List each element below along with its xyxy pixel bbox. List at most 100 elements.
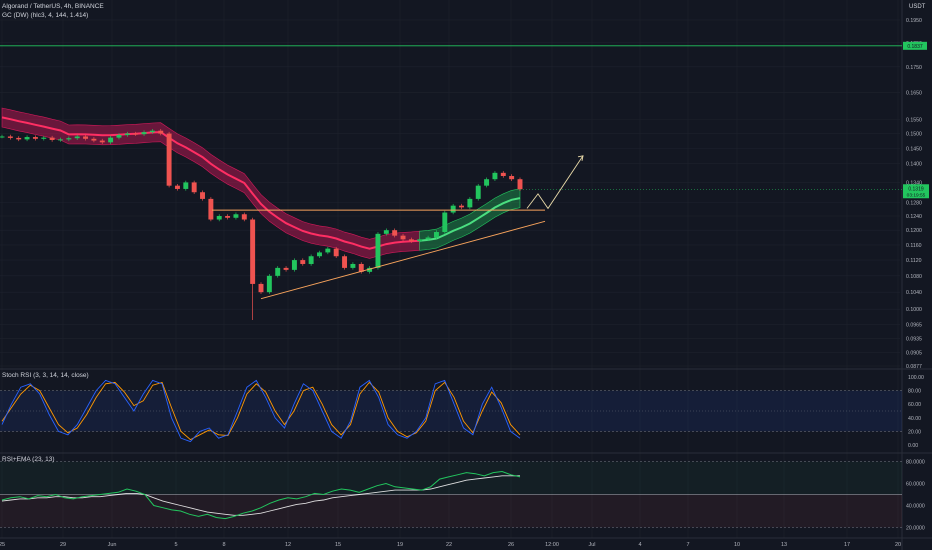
candle-body[interactable] [325, 248, 331, 253]
candle-body[interactable] [124, 133, 130, 136]
currency-label: USDT [909, 4, 926, 10]
candle-body[interactable] [350, 263, 356, 268]
candle-body[interactable] [300, 260, 306, 264]
price-tick-label: 0.0877 [906, 364, 922, 370]
gc-midline-red [1, 116, 420, 250]
candle-body[interactable] [425, 237, 431, 240]
candle-body[interactable] [408, 239, 414, 242]
candle-body[interactable] [166, 133, 172, 186]
candle-body[interactable] [32, 137, 38, 139]
rsi-tick-label: 80.0000 [906, 460, 925, 466]
candle-body[interactable] [49, 137, 55, 140]
candle-body[interactable] [216, 216, 222, 220]
candle-body[interactable] [58, 139, 63, 141]
candle-body[interactable] [225, 216, 231, 218]
candle-body[interactable] [517, 179, 523, 190]
price-tick-label: 0.1280 [906, 200, 922, 206]
stoch-tick-label: 100.00 [908, 375, 924, 381]
candle-body[interactable] [317, 252, 322, 257]
candle-body[interactable] [191, 182, 197, 193]
candle-body[interactable] [484, 179, 490, 186]
candle-body[interactable] [149, 130, 155, 133]
candle-body[interactable] [492, 172, 498, 180]
candle-body[interactable] [7, 136, 13, 138]
candle-body[interactable] [459, 205, 464, 208]
time-tick-label: 5 [174, 542, 177, 548]
countdown-text: 03:19:55 [907, 192, 926, 198]
price-axis[interactable]: 0.19500.18500.17500.16500.15500.15000.14… [903, 18, 929, 531]
candle-body[interactable] [475, 185, 481, 199]
candle-body[interactable] [99, 140, 105, 143]
price-pane[interactable] [0, 45, 902, 321]
candle-body[interactable] [383, 230, 389, 234]
support-trendline[interactable] [260, 220, 546, 300]
projection-arrowhead [577, 155, 584, 161]
candle-body[interactable] [308, 256, 314, 264]
stoch-tick-label: 80.00 [908, 389, 921, 395]
candle-body[interactable] [116, 135, 122, 138]
candle-body[interactable] [342, 256, 348, 268]
candle-body[interactable] [375, 233, 381, 268]
candle-body[interactable] [141, 132, 147, 135]
candle-body[interactable] [200, 192, 205, 199]
price-tick-label: 0.1120 [906, 258, 922, 264]
rsi-ema-pane[interactable] [0, 461, 902, 528]
stoch-tick-label: 20.00 [908, 429, 921, 435]
rsi-tick-label: 60.0000 [906, 482, 925, 488]
candle-body[interactable] [433, 232, 439, 238]
time-tick-label: 7 [686, 542, 689, 548]
projection-path[interactable] [526, 155, 584, 210]
candle-body[interactable] [266, 275, 272, 293]
candle-body[interactable] [275, 267, 281, 276]
time-tick-label: 26 [508, 542, 514, 548]
price-tick-label: 0.0965 [906, 323, 922, 329]
candle-body[interactable] [0, 136, 5, 138]
price-tick-label: 0.0935 [906, 336, 922, 342]
stoch-k-line [1, 379, 521, 443]
price-tick-label: 0.1000 [906, 307, 922, 313]
candle-body[interactable] [509, 176, 515, 180]
price-tick-label: 0.1450 [906, 146, 922, 152]
candle-body[interactable] [367, 267, 373, 272]
candle-body[interactable] [467, 198, 473, 208]
time-tick-label: 12 [285, 542, 291, 548]
candle-body[interactable] [233, 214, 239, 218]
candle-body[interactable] [208, 198, 214, 220]
candle-body[interactable] [41, 137, 47, 139]
candle-body[interactable] [108, 137, 114, 143]
candle-body[interactable] [400, 235, 406, 240]
candle-body[interactable] [250, 219, 256, 284]
candle-body[interactable] [174, 185, 180, 189]
candle-body[interactable] [358, 263, 364, 272]
candle-body[interactable] [24, 137, 30, 140]
candle-body[interactable] [500, 172, 506, 177]
candle-body[interactable] [258, 283, 264, 293]
candle-body[interactable] [74, 136, 80, 139]
time-tick-label: 10 [734, 542, 740, 548]
rsi-line [1, 470, 521, 520]
stoch-rsi-label: Stoch RSI (3, 3, 14, 14, close) [2, 372, 89, 379]
stoch-tick-label: 40.00 [908, 416, 921, 422]
candle-body[interactable] [450, 205, 456, 213]
candle-body[interactable] [66, 138, 72, 140]
candle-body[interactable] [16, 137, 22, 140]
candle-body[interactable] [333, 248, 339, 257]
candle-body[interactable] [183, 182, 189, 189]
price-tick-label: 0.1950 [906, 18, 922, 24]
candle-body[interactable] [417, 239, 423, 242]
candle-body[interactable] [283, 267, 289, 270]
time-axis[interactable]: 25 29 Jun 5 8 12 15 19 22 26 12:00 Jul 4 7 10 13 17 20 [0, 542, 901, 548]
candle-body[interactable] [291, 260, 297, 270]
price-tick-label: 0.1500 [906, 132, 922, 138]
candle-body[interactable] [158, 130, 164, 134]
candle-body[interactable] [392, 230, 398, 236]
stoch-rsi-pane[interactable] [0, 379, 902, 443]
candle-body[interactable] [442, 212, 448, 233]
candle-body[interactable] [241, 214, 247, 220]
candle-body[interactable] [133, 133, 139, 135]
candle-body[interactable] [83, 136, 89, 139]
candle-body[interactable] [91, 138, 97, 141]
price-tick-label: 0.0905 [906, 350, 922, 356]
